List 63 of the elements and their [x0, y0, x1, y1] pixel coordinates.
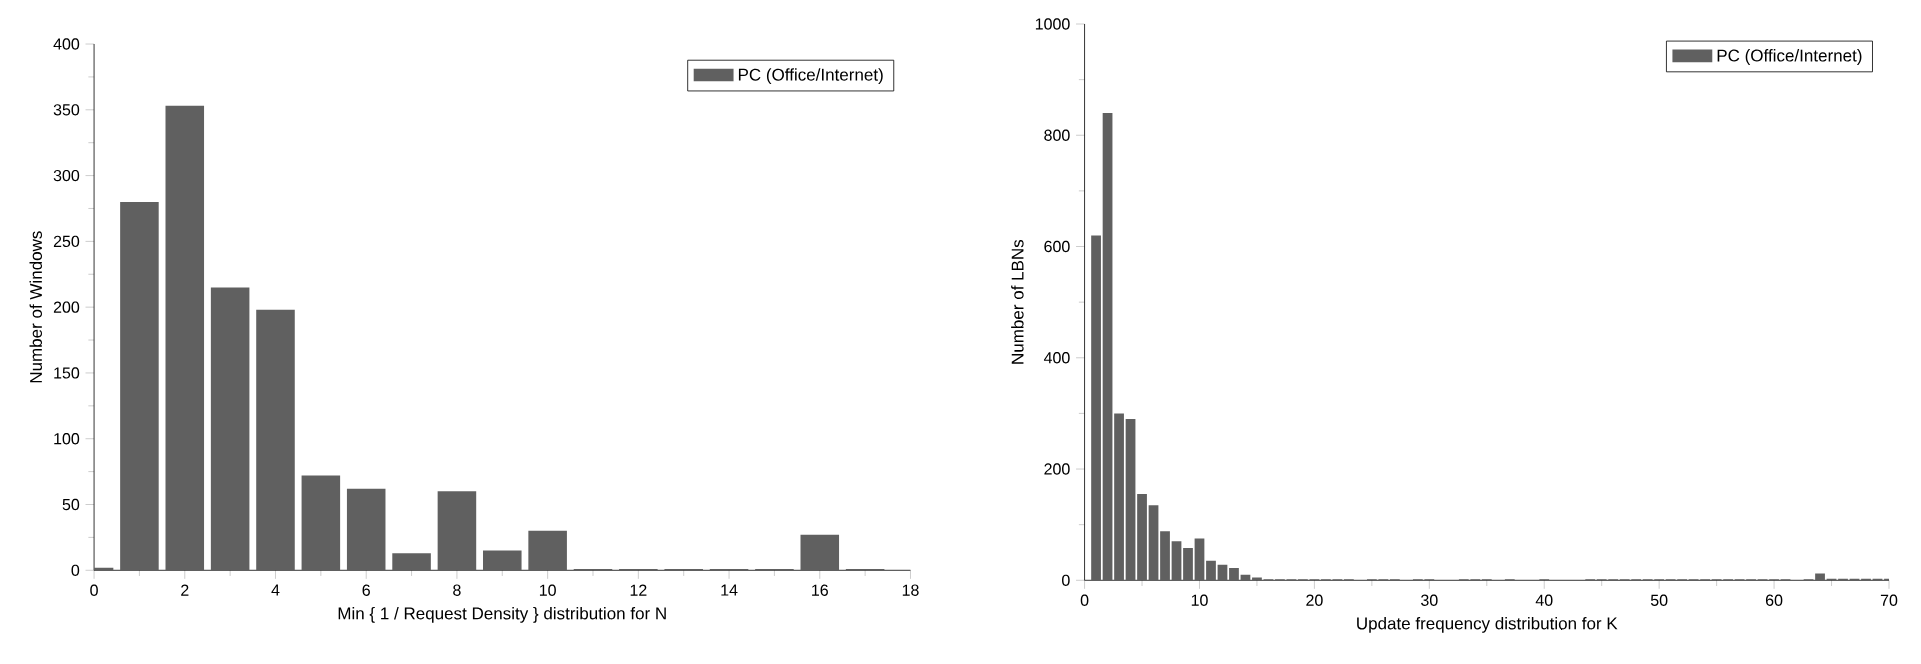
- y-tick-label: 1000: [1035, 18, 1070, 30]
- bar: [1171, 541, 1182, 581]
- x-tick-label: 20: [1306, 594, 1323, 607]
- y-tick-label: 50: [62, 498, 80, 511]
- x-tick-label: 0: [1080, 594, 1089, 607]
- bar: [210, 287, 250, 571]
- x-tick-label: 70: [1880, 594, 1898, 607]
- bar: [1125, 419, 1136, 581]
- y-tick-label: 0: [71, 564, 80, 577]
- bar: [120, 202, 159, 571]
- bar: [1183, 548, 1193, 581]
- bar: [301, 475, 341, 571]
- y-tick-label: 300: [53, 170, 80, 182]
- bar: [1137, 494, 1147, 581]
- x-tick-label: 6: [362, 584, 370, 597]
- bar: [437, 491, 477, 571]
- bar: [1091, 235, 1101, 581]
- x-tick-label: 10: [539, 584, 556, 597]
- legend-label: PC (Office/Internet): [1717, 49, 1862, 66]
- bar: [346, 488, 386, 571]
- y-tick-label: 0: [1062, 574, 1070, 587]
- bar: [1229, 568, 1239, 581]
- y-tick-label: 150: [54, 367, 80, 379]
- bar: [1815, 573, 1825, 581]
- y-tick-label: 350: [53, 104, 80, 116]
- x-tick-label: 50: [1650, 594, 1668, 607]
- bar: [256, 309, 295, 571]
- y-tick-label: 250: [53, 235, 80, 248]
- bar: [392, 553, 431, 571]
- y-tick-label: 800: [1044, 129, 1070, 142]
- bar: [483, 550, 522, 571]
- x-tick-label: 30: [1421, 594, 1438, 607]
- x-tick-label: 8: [453, 584, 461, 597]
- y-tick-label: 200: [53, 301, 80, 313]
- y-tick-label: 100: [54, 433, 80, 445]
- x-axis-title: Min { 1 / Request Density } distribution for N: [338, 607, 666, 623]
- bar: [1206, 560, 1216, 581]
- y-tick-label: 400: [53, 38, 80, 50]
- x-tick-label: 18: [902, 584, 919, 597]
- x-tick-label: 2: [181, 584, 189, 596]
- x-tick-label: 40: [1535, 594, 1553, 607]
- y-tick-label: 400: [1043, 352, 1070, 364]
- y-tick-label: 600: [1044, 240, 1070, 253]
- bar: [800, 534, 840, 571]
- bar: [1160, 531, 1170, 581]
- x-tick-label: 14: [721, 584, 738, 596]
- x-tick-label: 4: [271, 584, 280, 596]
- x-tick-label: 60: [1765, 594, 1783, 607]
- bar: [1102, 113, 1113, 581]
- bar: [1148, 505, 1159, 581]
- x-tick-label: 0: [90, 584, 98, 597]
- bar: [528, 530, 567, 571]
- y-tick-label: 200: [1044, 463, 1070, 475]
- y-axis-title: Number of LBNs: [1011, 240, 1024, 364]
- legend-label: PC (Office/Internet): [738, 68, 883, 85]
- y-axis-title: Number of Windows: [29, 231, 42, 383]
- bar: [1114, 413, 1124, 581]
- bar: [1194, 538, 1205, 581]
- x-tick-label: 10: [1191, 594, 1208, 607]
- x-tick-label: 16: [812, 584, 828, 597]
- x-tick-label: 12: [630, 584, 647, 596]
- x-axis-title: Update frequency distribution for K: [1357, 617, 1618, 633]
- bar: [165, 105, 205, 571]
